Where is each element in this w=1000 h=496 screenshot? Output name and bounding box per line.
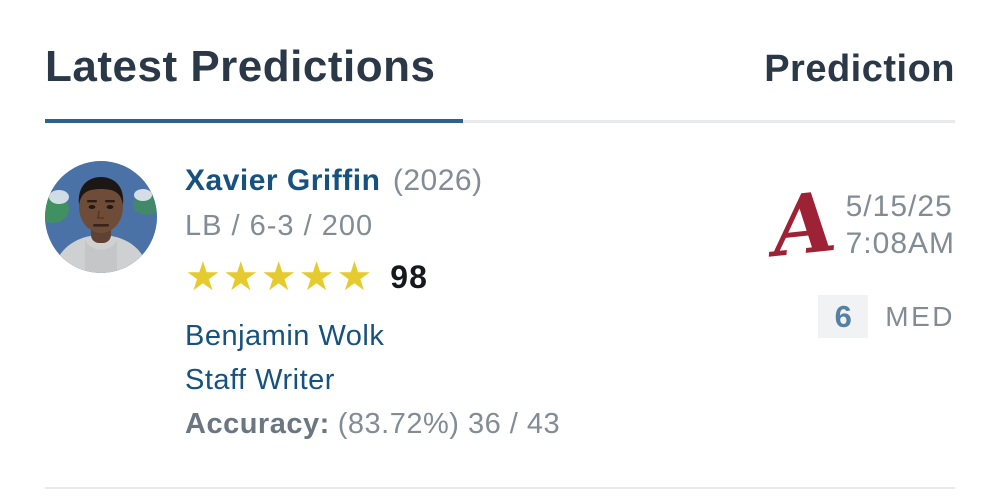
prediction-column-header: Prediction (764, 48, 955, 90)
player-name-line: Xavier Griffin (2026) (185, 161, 560, 206)
author-role-link[interactable]: Staff Writer (185, 364, 335, 396)
author-accuracy: Accuracy: (83.72%) 36 / 43 (185, 402, 560, 446)
team-and-time: A 5/15/25 7:08AM (767, 174, 955, 276)
prediction-time: 7:08AM (845, 227, 955, 260)
active-tab-underline (45, 119, 463, 123)
prediction-row[interactable]: Xavier Griffin (2026) LB / 6-3 / 200 ★★★… (45, 161, 955, 446)
header-divider (45, 119, 955, 123)
player-rating-line: ★★★★★ 98 (185, 252, 560, 302)
accuracy-label: Accuracy: (185, 408, 330, 440)
player-name-link[interactable]: Xavier Griffin (185, 164, 381, 197)
five-star-rating-icon: ★★★★★ (185, 255, 375, 299)
confidence-level-label: MED (885, 300, 955, 332)
player-position-height-weight: LB / 6-3 / 200 (185, 210, 374, 242)
prediction-date: 5/15/25 (845, 190, 953, 223)
widget-header: Latest Predictions Prediction (45, 40, 955, 94)
player-rating-value: 98 (390, 258, 428, 295)
page-title: Latest Predictions (45, 42, 436, 91)
prediction-datetime: 5/15/25 7:08AM (846, 188, 955, 262)
alabama-logo-icon[interactable]: A (767, 173, 841, 277)
confidence-row: 6 MED (818, 295, 955, 338)
author-name-link[interactable]: Benjamin Wolk (185, 320, 385, 352)
confidence-score-badge: 6 (818, 295, 869, 338)
accuracy-value: (83.72%) 36 / 43 (337, 408, 561, 440)
prediction-pick-column: A 5/15/25 7:08AM 6 MED (767, 161, 955, 338)
player-avatar[interactable] (45, 161, 157, 273)
row-divider (45, 487, 955, 489)
player-info: Xavier Griffin (2026) LB / 6-3 / 200 ★★★… (185, 161, 560, 446)
player-class-year: (2026) (392, 164, 483, 197)
player-photo-icon (45, 161, 157, 273)
